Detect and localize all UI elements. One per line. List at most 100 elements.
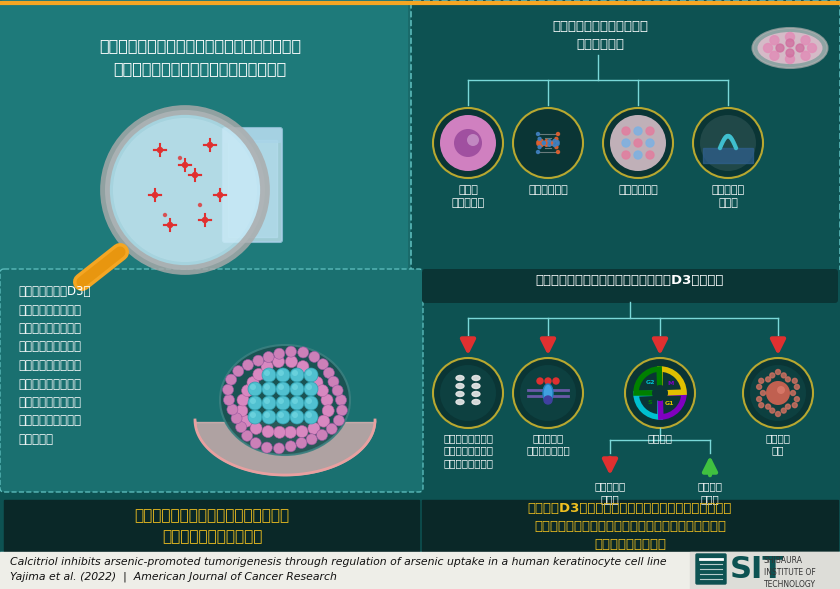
Circle shape — [317, 385, 328, 396]
Circle shape — [290, 382, 304, 396]
Circle shape — [236, 405, 248, 417]
Circle shape — [731, 139, 734, 142]
Circle shape — [537, 151, 539, 154]
Circle shape — [105, 110, 265, 270]
Circle shape — [263, 352, 274, 363]
Circle shape — [537, 143, 540, 145]
Circle shape — [556, 141, 559, 144]
Circle shape — [253, 368, 265, 380]
Circle shape — [240, 415, 252, 427]
Circle shape — [264, 412, 270, 418]
Circle shape — [306, 412, 312, 418]
Circle shape — [538, 137, 541, 140]
Circle shape — [323, 368, 334, 378]
Circle shape — [433, 108, 503, 178]
Circle shape — [622, 151, 630, 159]
Circle shape — [764, 44, 773, 52]
Circle shape — [218, 193, 223, 197]
Circle shape — [733, 144, 737, 147]
Circle shape — [290, 396, 304, 410]
Circle shape — [785, 377, 790, 382]
Circle shape — [223, 384, 234, 395]
Circle shape — [231, 413, 242, 424]
Circle shape — [164, 213, 166, 217]
Circle shape — [182, 163, 187, 167]
Circle shape — [652, 385, 668, 401]
Circle shape — [296, 426, 308, 438]
Text: タンパク質
発現量: タンパク質 発現量 — [711, 185, 744, 208]
Circle shape — [795, 396, 800, 402]
Circle shape — [207, 143, 213, 147]
Circle shape — [243, 359, 254, 370]
Circle shape — [278, 370, 284, 376]
Ellipse shape — [456, 392, 464, 396]
Circle shape — [610, 115, 666, 171]
Circle shape — [274, 348, 285, 359]
Circle shape — [304, 396, 318, 410]
Ellipse shape — [220, 345, 350, 455]
Bar — [703, 148, 753, 163]
Circle shape — [727, 134, 730, 138]
Circle shape — [769, 373, 774, 378]
Circle shape — [250, 422, 262, 434]
FancyBboxPatch shape — [696, 554, 726, 584]
Circle shape — [622, 127, 630, 135]
Circle shape — [286, 346, 297, 357]
Circle shape — [777, 386, 785, 394]
Circle shape — [792, 378, 797, 383]
Circle shape — [727, 135, 731, 138]
Circle shape — [734, 147, 738, 150]
Circle shape — [278, 384, 284, 390]
Circle shape — [250, 384, 256, 390]
Circle shape — [555, 145, 558, 148]
Circle shape — [646, 139, 654, 147]
Text: 抑制分子
の増加: 抑制分子 の増加 — [697, 481, 722, 504]
Circle shape — [304, 410, 318, 424]
Circle shape — [276, 382, 290, 396]
FancyBboxPatch shape — [411, 0, 840, 273]
Circle shape — [790, 391, 795, 395]
Text: 腫瘍形成活性: 腫瘍形成活性 — [618, 185, 658, 195]
Circle shape — [646, 151, 654, 159]
Circle shape — [167, 223, 172, 227]
Circle shape — [276, 368, 290, 382]
Circle shape — [801, 36, 810, 45]
Text: カルシトリオールの使用はヒ素による
皮膚がん発症を抑制する: カルシトリオールの使用はヒ素による 皮膚がん発症を抑制する — [134, 508, 290, 544]
Circle shape — [337, 405, 348, 416]
Circle shape — [264, 370, 270, 376]
Circle shape — [272, 356, 285, 368]
Circle shape — [634, 151, 642, 159]
Circle shape — [556, 143, 559, 145]
Circle shape — [317, 429, 328, 441]
Circle shape — [278, 412, 284, 418]
Circle shape — [333, 415, 344, 426]
Circle shape — [548, 143, 551, 146]
FancyBboxPatch shape — [0, 269, 423, 492]
Circle shape — [769, 408, 774, 413]
Bar — [0, 270, 840, 550]
Circle shape — [634, 139, 642, 147]
Text: G2: G2 — [645, 380, 655, 385]
Circle shape — [757, 385, 762, 389]
Circle shape — [513, 358, 583, 428]
Circle shape — [548, 140, 551, 143]
Text: Calcitriol inhibits arsenic-promoted tumorigenesis through regulation of arsenic: Calcitriol inhibits arsenic-promoted tum… — [10, 557, 667, 567]
Circle shape — [248, 382, 262, 396]
Circle shape — [540, 140, 543, 143]
Circle shape — [555, 137, 558, 140]
Text: S: S — [648, 400, 652, 405]
Circle shape — [765, 377, 770, 382]
FancyBboxPatch shape — [422, 269, 838, 303]
Ellipse shape — [472, 383, 480, 389]
Circle shape — [192, 173, 197, 177]
Circle shape — [250, 438, 261, 449]
Text: 飲料水の主要な汚染物質であるヒ素は、がんの
発生に関連する様々な分子を誘導する。: 飲料水の主要な汚染物質であるヒ素は、がんの 発生に関連する様々な分子を誘導する。 — [99, 38, 301, 77]
Circle shape — [543, 141, 545, 144]
Circle shape — [801, 51, 810, 60]
Circle shape — [543, 142, 545, 145]
Circle shape — [553, 144, 556, 147]
Text: カルシトルオール（活性化型ビタミンD3）の役割: カルシトルオール（活性化型ビタミンD3）の役割 — [536, 274, 724, 287]
Circle shape — [726, 134, 729, 138]
Circle shape — [292, 384, 298, 390]
Circle shape — [720, 143, 723, 145]
